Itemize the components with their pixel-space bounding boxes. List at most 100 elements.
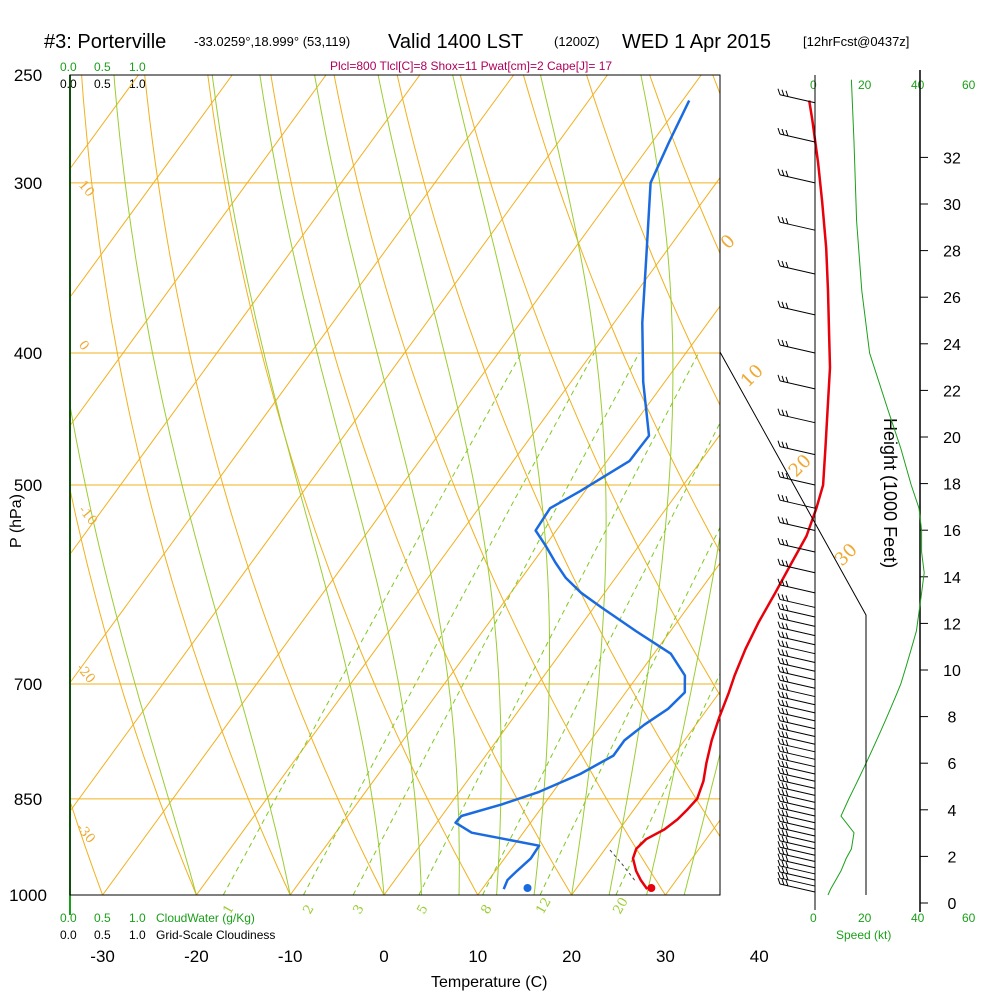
barb-staff (779, 671, 816, 681)
barb-flag (777, 745, 781, 752)
wind-barb (777, 602, 816, 618)
dewpoint-profile (454, 99, 691, 890)
barb-flag (785, 849, 789, 856)
height-tick-label: 6 (948, 756, 957, 773)
barb-staff (779, 696, 816, 706)
barb-staff (779, 735, 816, 745)
barb-staff (779, 543, 816, 553)
barb-flag (785, 754, 789, 761)
barb-flag (777, 690, 781, 697)
barb-flag (785, 732, 789, 739)
speed-axis-label: Speed (kt) (836, 928, 891, 942)
dry-adiabat-label: 0 (75, 338, 92, 354)
barb-staff (779, 704, 816, 714)
barb-staff (779, 853, 816, 863)
cloudiness-top-tick-1: 0.5 (94, 77, 111, 91)
barb-flag (785, 261, 789, 269)
barb-flag (777, 714, 781, 721)
isotherm-line (759, 75, 1000, 895)
wind-barb (777, 795, 816, 810)
barb-flag (781, 683, 785, 690)
barb-flag (777, 300, 781, 307)
barb-staff (779, 833, 816, 843)
barb-flag (781, 339, 785, 347)
mixing-ratio-line (418, 352, 700, 895)
barb-flag (785, 817, 789, 824)
height-tick-label: 4 (948, 803, 957, 820)
barb-staff (779, 446, 816, 456)
barb-staff (779, 174, 816, 184)
wind-speed-panel (719, 75, 925, 910)
wind-barb (777, 408, 816, 424)
height-tick-label: 2 (948, 849, 957, 866)
wind-barb (777, 745, 816, 760)
title-coords: -33.0259°,18.999° (53,119) (194, 34, 350, 49)
moist-adiabat (646, 533, 720, 895)
barb-flag (785, 873, 789, 881)
barb-flag (785, 776, 789, 783)
stability-indices: Plcl=800 Tlcl[C]=8 Shox=11 Pwat[cm]=2 Ca… (330, 59, 612, 73)
barb-flag (777, 630, 781, 637)
barb-flag (781, 738, 785, 745)
pressure-tick-label: 850 (14, 790, 42, 809)
cloudiness-bottom-tick-2: 1.0 (129, 928, 146, 942)
temperature-tick-label: -10 (278, 947, 303, 966)
barb-flag (781, 866, 785, 874)
barb-flag (781, 613, 785, 620)
height-tick-label: 12 (943, 616, 961, 633)
temperature-profile (631, 100, 832, 890)
dry-adiabat-label: -20 (73, 661, 98, 687)
wind-barb (777, 821, 816, 837)
barb-flag (777, 722, 781, 729)
y-axis-label: P (hPa) (8, 494, 25, 548)
barb-flag (781, 699, 785, 707)
wind-barb (777, 871, 816, 887)
barb-flag (777, 865, 781, 873)
barb-flag (781, 675, 785, 682)
dry-adiabat (586, 75, 720, 407)
cloudwater-top-tick-0: 0.0 (60, 60, 77, 74)
wind-barb (777, 639, 816, 655)
barb-flag (785, 810, 789, 817)
barb-staff (779, 627, 816, 637)
barb-flag (781, 517, 785, 524)
barb-flag (777, 759, 781, 767)
wind-barb (777, 621, 816, 637)
barb-staff (779, 564, 816, 574)
cloud-scale-top: 0.0 0.5 1.0 0.0 0.5 1.0 (60, 60, 146, 91)
barb-flag (777, 815, 781, 822)
barb-flag (777, 537, 781, 545)
barb-staff (779, 522, 816, 532)
barb-flag (785, 747, 789, 754)
dry-adiabat (207, 75, 479, 895)
height-tick-label: 14 (943, 570, 961, 587)
barb-flag (781, 796, 785, 803)
barb-flag (777, 470, 781, 478)
barb-flag (785, 716, 789, 723)
title-station: #3: Porterville (44, 31, 166, 53)
barb-flag (777, 682, 781, 689)
barb-flag (777, 788, 781, 795)
barb-flag (785, 797, 789, 804)
height-tick-label: 10 (943, 663, 961, 680)
height-axis-label: Height (1000 Feet) (880, 418, 900, 568)
dry-adiabat (70, 799, 104, 895)
dry-adiabat (270, 75, 573, 895)
wind-barb (777, 516, 816, 532)
wind-barb (777, 788, 816, 803)
wind-barb (777, 815, 816, 830)
barb-flag (785, 302, 789, 309)
temperature-tick-label: 20 (562, 947, 581, 966)
barb-flag (777, 612, 781, 619)
barb-flag (777, 88, 781, 95)
barb-flag (785, 667, 789, 674)
barb-flag (781, 768, 785, 775)
moist-adiabat (377, 75, 502, 895)
barb-flag (777, 834, 781, 842)
barb-flag (781, 495, 785, 502)
barb-staff (779, 598, 816, 608)
barb-staff (779, 758, 816, 768)
barb-flag (785, 708, 789, 716)
barb-flag (785, 861, 789, 869)
barb-flag (781, 471, 785, 479)
